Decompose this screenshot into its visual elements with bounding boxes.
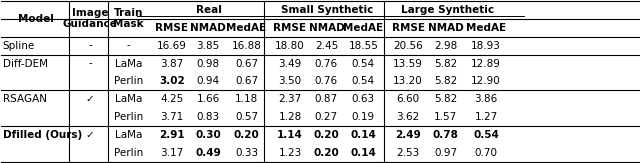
Text: 4.25: 4.25 bbox=[160, 94, 184, 104]
Text: 0.67: 0.67 bbox=[235, 76, 258, 87]
Text: Perlin: Perlin bbox=[114, 112, 143, 122]
Text: 16.88: 16.88 bbox=[232, 41, 262, 51]
Text: 0.14: 0.14 bbox=[351, 130, 376, 140]
Text: 3.87: 3.87 bbox=[160, 59, 184, 69]
Text: 3.85: 3.85 bbox=[196, 41, 220, 51]
Text: 1.23: 1.23 bbox=[278, 148, 301, 158]
Text: -: - bbox=[88, 59, 92, 69]
Text: 0.67: 0.67 bbox=[235, 59, 258, 69]
Text: 0.54: 0.54 bbox=[352, 59, 375, 69]
Text: 2.37: 2.37 bbox=[278, 94, 301, 104]
Text: 1.66: 1.66 bbox=[196, 94, 220, 104]
Text: 0.94: 0.94 bbox=[196, 76, 220, 87]
Text: 2.53: 2.53 bbox=[397, 148, 420, 158]
Text: NMAD: NMAD bbox=[308, 23, 344, 33]
Text: 13.59: 13.59 bbox=[393, 59, 423, 69]
Text: 0.27: 0.27 bbox=[315, 112, 338, 122]
Text: 3.50: 3.50 bbox=[278, 76, 301, 87]
Text: 0.83: 0.83 bbox=[196, 112, 220, 122]
Text: 0.30: 0.30 bbox=[195, 130, 221, 140]
Text: ✓: ✓ bbox=[86, 94, 95, 104]
Text: 3.17: 3.17 bbox=[160, 148, 184, 158]
Text: 3.71: 3.71 bbox=[160, 112, 184, 122]
Text: NMAD: NMAD bbox=[428, 23, 464, 33]
Text: 0.98: 0.98 bbox=[196, 59, 220, 69]
Text: 0.20: 0.20 bbox=[314, 148, 339, 158]
Text: 1.28: 1.28 bbox=[278, 112, 301, 122]
Text: 5.82: 5.82 bbox=[434, 76, 458, 87]
Text: 18.55: 18.55 bbox=[349, 41, 378, 51]
Text: 0.70: 0.70 bbox=[474, 148, 497, 158]
Text: 3.86: 3.86 bbox=[474, 94, 498, 104]
Text: 0.57: 0.57 bbox=[235, 112, 258, 122]
Text: 5.82: 5.82 bbox=[434, 94, 458, 104]
Text: 0.14: 0.14 bbox=[351, 148, 376, 158]
Text: RMSE: RMSE bbox=[156, 23, 188, 33]
Text: RMSE: RMSE bbox=[273, 23, 307, 33]
Text: -: - bbox=[88, 41, 92, 51]
Text: RMSE: RMSE bbox=[392, 23, 424, 33]
Text: Dfilled (Ours): Dfilled (Ours) bbox=[3, 130, 82, 140]
Text: ✓: ✓ bbox=[86, 130, 95, 140]
Text: 0.78: 0.78 bbox=[433, 130, 459, 140]
Text: 20.56: 20.56 bbox=[393, 41, 423, 51]
Text: 12.89: 12.89 bbox=[471, 59, 501, 69]
Text: MedAE: MedAE bbox=[227, 23, 267, 33]
Text: 13.20: 13.20 bbox=[393, 76, 423, 87]
Text: Real: Real bbox=[196, 5, 222, 15]
Text: 3.62: 3.62 bbox=[397, 112, 420, 122]
Text: 0.54: 0.54 bbox=[352, 76, 375, 87]
Text: LaMa: LaMa bbox=[115, 94, 142, 104]
Text: 0.54: 0.54 bbox=[473, 130, 499, 140]
Text: 0.76: 0.76 bbox=[315, 59, 338, 69]
Text: 1.57: 1.57 bbox=[434, 112, 458, 122]
Text: LaMa: LaMa bbox=[115, 59, 142, 69]
Text: Large Synthetic: Large Synthetic bbox=[401, 5, 493, 15]
Text: 1.14: 1.14 bbox=[277, 130, 303, 140]
Text: 18.93: 18.93 bbox=[471, 41, 501, 51]
Text: Image
Guidance: Image Guidance bbox=[63, 8, 118, 30]
Text: 0.49: 0.49 bbox=[195, 148, 221, 158]
Text: 0.76: 0.76 bbox=[315, 76, 338, 87]
Text: 12.90: 12.90 bbox=[471, 76, 501, 87]
Text: 3.02: 3.02 bbox=[159, 76, 185, 87]
Text: 0.97: 0.97 bbox=[435, 148, 458, 158]
Text: Spline: Spline bbox=[3, 41, 35, 51]
Text: NMAD: NMAD bbox=[190, 23, 226, 33]
Text: 0.19: 0.19 bbox=[352, 112, 375, 122]
Text: 16.69: 16.69 bbox=[157, 41, 187, 51]
Text: 18.80: 18.80 bbox=[275, 41, 305, 51]
Text: 3.49: 3.49 bbox=[278, 59, 301, 69]
Text: 6.60: 6.60 bbox=[397, 94, 420, 104]
Text: 2.45: 2.45 bbox=[315, 41, 338, 51]
Text: 0.20: 0.20 bbox=[314, 130, 339, 140]
Text: 0.87: 0.87 bbox=[315, 94, 338, 104]
Text: Perlin: Perlin bbox=[114, 76, 143, 87]
Text: -: - bbox=[127, 41, 131, 51]
Text: Diff-DEM: Diff-DEM bbox=[3, 59, 47, 69]
Text: 1.27: 1.27 bbox=[474, 112, 498, 122]
Text: 1.18: 1.18 bbox=[235, 94, 258, 104]
Text: 0.33: 0.33 bbox=[235, 148, 258, 158]
Text: 2.98: 2.98 bbox=[434, 41, 458, 51]
Text: RSAGAN: RSAGAN bbox=[3, 94, 47, 104]
Text: MedAE: MedAE bbox=[344, 23, 383, 33]
Text: Model: Model bbox=[18, 14, 54, 24]
Text: LaMa: LaMa bbox=[115, 130, 142, 140]
Text: Small Synthetic: Small Synthetic bbox=[280, 5, 373, 15]
Text: MedAE: MedAE bbox=[466, 23, 506, 33]
Text: Perlin: Perlin bbox=[114, 148, 143, 158]
Text: 2.49: 2.49 bbox=[396, 130, 421, 140]
Text: 5.82: 5.82 bbox=[434, 59, 458, 69]
Text: 2.91: 2.91 bbox=[159, 130, 185, 140]
Text: 0.63: 0.63 bbox=[352, 94, 375, 104]
Text: Train
Mask: Train Mask bbox=[113, 8, 144, 30]
Text: 0.20: 0.20 bbox=[234, 130, 259, 140]
